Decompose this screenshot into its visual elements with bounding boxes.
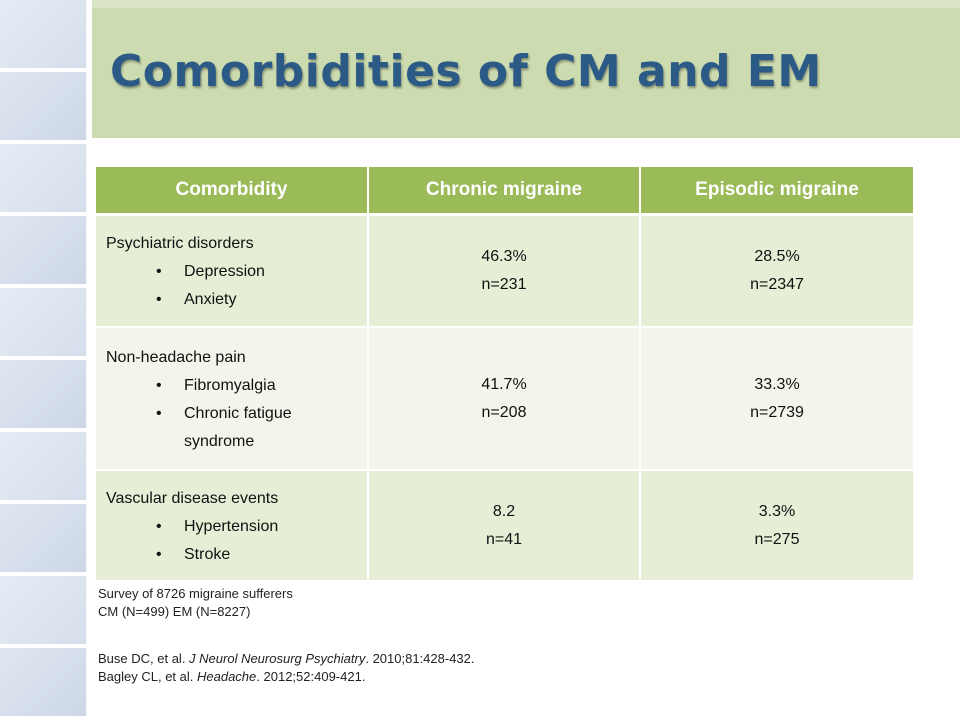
percent-value: 41.7%	[481, 375, 527, 393]
title-banner-highlight	[92, 0, 960, 8]
decorative-tile-column	[0, 0, 90, 720]
table-row: Non-headache pain Fibromyalgia Chronic f…	[96, 327, 913, 471]
decorative-tile	[0, 576, 87, 647]
bullet-list: Fibromyalgia Chronic fatigue syndrome	[106, 372, 357, 456]
percent-value: 8.2	[492, 502, 516, 520]
category-label: Psychiatric disorders	[106, 235, 254, 252]
survey-line: CM (N=499) EM (N=8227)	[98, 604, 251, 619]
reference-line: Bagley CL, et al. Headache. 2012;52:409-…	[98, 668, 475, 686]
bullet-item: Chronic fatigue syndrome	[156, 400, 357, 456]
bullet-list: Depression Anxiety	[106, 258, 357, 314]
sample-count: n=231	[481, 276, 527, 293]
bullet-item: Fibromyalgia	[156, 372, 357, 400]
references: Buse DC, et al. J Neurol Neurosurg Psych…	[98, 650, 475, 686]
decorative-tile	[0, 360, 87, 431]
bullet-item: Depression	[156, 258, 357, 286]
percent-value: 33.3%	[754, 375, 800, 393]
decorative-tile	[0, 72, 87, 143]
table-row: Psychiatric disorders Depression Anxiety…	[96, 214, 913, 328]
sample-count: n=41	[485, 530, 523, 548]
reference-details: . 2010;81:428-432.	[365, 651, 475, 666]
sample-count: n=2739	[750, 403, 804, 421]
bullet-item: Hypertension	[156, 513, 357, 541]
sample-count: n=2347	[750, 276, 804, 293]
category-label: Non-headache pain	[106, 348, 246, 366]
title-banner	[92, 0, 960, 138]
reference-authors: Buse DC, et al.	[98, 651, 190, 666]
episodic-migraine-cell: 3.3% n=275	[640, 470, 913, 582]
reference-authors: Bagley CL, et al.	[98, 669, 197, 684]
survey-line: Survey of 8726 migraine sufferers	[98, 586, 293, 601]
reference-journal: J Neurol Neurosurg Psychiatry	[189, 651, 366, 666]
comorbidity-cell: Psychiatric disorders Depression Anxiety	[96, 214, 369, 328]
decorative-tile	[0, 432, 87, 503]
bullet-item: Anxiety	[156, 286, 357, 314]
survey-note: Survey of 8726 migraine sufferers CM (N=…	[98, 585, 293, 621]
chronic-migraine-cell: 8.2 n=41	[368, 470, 641, 582]
column-header-episodic-migraine: Episodic migraine	[640, 167, 913, 216]
percent-value: 46.3%	[481, 248, 527, 265]
decorative-tile	[0, 0, 87, 71]
bullet-item: Stroke	[156, 541, 357, 569]
reference-line: Buse DC, et al. J Neurol Neurosurg Psych…	[98, 650, 475, 668]
comorbidity-table: Comorbidity Chronic migraine Episodic mi…	[96, 167, 913, 582]
sample-count: n=275	[754, 530, 800, 548]
comorbidity-cell: Vascular disease events Hypertension Str…	[96, 470, 369, 582]
column-header-comorbidity: Comorbidity	[96, 167, 369, 216]
reference-details: . 2012;52:409-421.	[256, 669, 366, 684]
decorative-tile	[0, 144, 87, 215]
slide-title: Comorbidities of CM and EM	[110, 46, 822, 97]
chronic-migraine-cell: 41.7% n=208	[368, 327, 641, 471]
chronic-migraine-cell: 46.3% n=231	[368, 214, 641, 328]
table-header-row: Comorbidity Chronic migraine Episodic mi…	[96, 167, 913, 216]
column-header-chronic-migraine: Chronic migraine	[368, 167, 641, 216]
episodic-migraine-cell: 28.5% n=2347	[640, 214, 913, 328]
percent-value: 28.5%	[754, 248, 800, 265]
percent-value: 3.3%	[758, 502, 796, 520]
episodic-migraine-cell: 33.3% n=2739	[640, 327, 913, 471]
reference-journal: Headache	[197, 669, 257, 684]
decorative-tile	[0, 648, 87, 719]
table-row: Vascular disease events Hypertension Str…	[96, 470, 913, 582]
bullet-list: Hypertension Stroke	[106, 513, 357, 569]
sample-count: n=208	[481, 403, 527, 421]
category-label: Vascular disease events	[106, 489, 279, 507]
comorbidity-cell: Non-headache pain Fibromyalgia Chronic f…	[96, 327, 369, 471]
decorative-tile	[0, 504, 87, 575]
decorative-tile	[0, 216, 87, 287]
decorative-tile	[0, 288, 87, 359]
